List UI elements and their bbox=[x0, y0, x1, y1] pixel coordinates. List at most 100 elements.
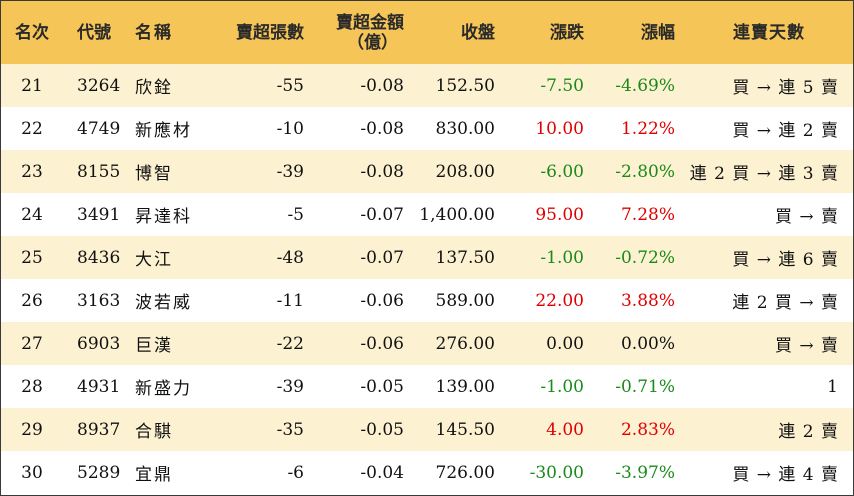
cell-change: 10.00 bbox=[505, 107, 594, 150]
cell-name: 新應材 bbox=[121, 107, 225, 150]
table-row[interactable]: 30 5289 宜鼎 -6 -0.04 726.00 -30.00 -3.97% 買 → 連 4… bbox=[1, 451, 853, 494]
cell-change: 22.00 bbox=[505, 279, 594, 322]
cell-rank: 28 bbox=[1, 365, 63, 408]
table-row[interactable]: 29 8937 合騏 -35 -0.05 145.50 4.00 2.83% 連 2 賣 bbox=[1, 408, 853, 451]
cell-name: 巨漢 bbox=[121, 322, 225, 365]
cell-code: 3264 bbox=[63, 64, 121, 107]
header-name[interactable]: 名稱 bbox=[121, 1, 225, 64]
cell-name: 欣銓 bbox=[121, 64, 225, 107]
cell-code: 5289 bbox=[63, 451, 121, 494]
header-row: 名次 代號 名稱 賣超張數 賣超金額 （億） 收盤 漲跌 漲幅 連賣天數 bbox=[1, 1, 853, 64]
cell-sell-amount: -0.04 bbox=[314, 451, 414, 494]
header-sell-amount[interactable]: 賣超金額 （億） bbox=[314, 1, 414, 64]
cell-close: 830.00 bbox=[414, 107, 505, 150]
cell-close: 152.50 bbox=[414, 64, 505, 107]
cell-close: 208.00 bbox=[414, 150, 505, 193]
cell-change-pct: 1.22% bbox=[594, 107, 685, 150]
header-code[interactable]: 代號 bbox=[63, 1, 121, 64]
cell-sell-lots: -55 bbox=[225, 64, 314, 107]
cell-change-pct: -4.69% bbox=[594, 64, 685, 107]
cell-sell-amount: -0.08 bbox=[314, 107, 414, 150]
cell-close: 726.00 bbox=[414, 451, 505, 494]
cell-rank: 29 bbox=[1, 408, 63, 451]
table-row[interactable]: 28 4931 新盛力 -39 -0.05 139.00 -1.00 -0.71% 1 bbox=[1, 365, 853, 408]
header-rank[interactable]: 名次 bbox=[1, 1, 63, 64]
cell-change: 0.00 bbox=[505, 322, 594, 365]
cell-name: 新盛力 bbox=[121, 365, 225, 408]
cell-sell-amount: -0.08 bbox=[314, 64, 414, 107]
cell-change-pct: -0.72% bbox=[594, 236, 685, 279]
cell-change: -1.00 bbox=[505, 365, 594, 408]
cell-rank: 26 bbox=[1, 279, 63, 322]
header-sell-amount-line2: （億） bbox=[347, 32, 398, 53]
header-sell-lots[interactable]: 賣超張數 bbox=[225, 1, 314, 64]
cell-close: 145.50 bbox=[414, 408, 505, 451]
cell-change: -6.00 bbox=[505, 150, 594, 193]
header-streak[interactable]: 連賣天數 bbox=[685, 1, 853, 64]
header-sell-amount-line1: 賣超金額 bbox=[336, 12, 404, 33]
cell-close: 276.00 bbox=[414, 322, 505, 365]
cell-streak: 買 → 連 2 賣 bbox=[685, 107, 853, 150]
cell-sell-lots: -39 bbox=[225, 365, 314, 408]
cell-code: 4931 bbox=[63, 365, 121, 408]
cell-sell-lots: -48 bbox=[225, 236, 314, 279]
table-body: 21 3264 欣銓 -55 -0.08 152.50 -7.50 -4.69% 買 → 連 5… bbox=[1, 64, 853, 494]
cell-close: 139.00 bbox=[414, 365, 505, 408]
cell-sell-amount: -0.08 bbox=[314, 150, 414, 193]
cell-close: 137.50 bbox=[414, 236, 505, 279]
cell-code: 6903 bbox=[63, 322, 121, 365]
cell-name: 宜鼎 bbox=[121, 451, 225, 494]
cell-sell-lots: -39 bbox=[225, 150, 314, 193]
cell-sell-amount: -0.05 bbox=[314, 365, 414, 408]
cell-streak: 買 → 賣 bbox=[685, 193, 853, 236]
cell-sell-lots: -22 bbox=[225, 322, 314, 365]
cell-sell-lots: -10 bbox=[225, 107, 314, 150]
cell-change-pct: 0.00% bbox=[594, 322, 685, 365]
cell-change-pct: -3.97% bbox=[594, 451, 685, 494]
cell-sell-lots: -6 bbox=[225, 451, 314, 494]
cell-sell-amount: -0.05 bbox=[314, 408, 414, 451]
cell-change: -30.00 bbox=[505, 451, 594, 494]
cell-streak: 1 bbox=[685, 365, 853, 408]
cell-sell-amount: -0.06 bbox=[314, 279, 414, 322]
cell-change-pct: 2.83% bbox=[594, 408, 685, 451]
table-header: 名次 代號 名稱 賣超張數 賣超金額 （億） 收盤 漲跌 漲幅 連賣天數 bbox=[1, 1, 853, 64]
header-change[interactable]: 漲跌 bbox=[505, 1, 594, 64]
cell-sell-amount: -0.07 bbox=[314, 236, 414, 279]
cell-streak: 連 2 賣 bbox=[685, 408, 853, 451]
header-change-pct[interactable]: 漲幅 bbox=[594, 1, 685, 64]
table-row[interactable]: 23 8155 博智 -39 -0.08 208.00 -6.00 -2.80% 連 2 買 →… bbox=[1, 150, 853, 193]
cell-change-pct: 3.88% bbox=[594, 279, 685, 322]
cell-change-pct: -2.80% bbox=[594, 150, 685, 193]
cell-sell-lots: -35 bbox=[225, 408, 314, 451]
table-row[interactable]: 26 3163 波若威 -11 -0.06 589.00 22.00 3.88% 連 2 買 →… bbox=[1, 279, 853, 322]
cell-streak: 買 → 連 5 賣 bbox=[685, 64, 853, 107]
table-row[interactable]: 25 8436 大江 -48 -0.07 137.50 -1.00 -0.72% 買 → 連 6… bbox=[1, 236, 853, 279]
table-row[interactable]: 22 4749 新應材 -10 -0.08 830.00 10.00 1.22% 買 → 連 2… bbox=[1, 107, 853, 150]
cell-change: 4.00 bbox=[505, 408, 594, 451]
cell-change-pct: -0.71% bbox=[594, 365, 685, 408]
cell-close: 1,400.00 bbox=[414, 193, 505, 236]
cell-rank: 24 bbox=[1, 193, 63, 236]
table-row[interactable]: 24 3491 昇達科 -5 -0.07 1,400.00 95.00 7.28% 買 → 賣 bbox=[1, 193, 853, 236]
table-row[interactable]: 27 6903 巨漢 -22 -0.06 276.00 0.00 0.00% 買 → 賣 bbox=[1, 322, 853, 365]
cell-code: 8436 bbox=[63, 236, 121, 279]
cell-change: -1.00 bbox=[505, 236, 594, 279]
cell-name: 波若威 bbox=[121, 279, 225, 322]
cell-code: 8155 bbox=[63, 150, 121, 193]
table-row[interactable]: 21 3264 欣銓 -55 -0.08 152.50 -7.50 -4.69% 買 → 連 5… bbox=[1, 64, 853, 107]
cell-rank: 25 bbox=[1, 236, 63, 279]
cell-rank: 27 bbox=[1, 322, 63, 365]
cell-rank: 23 bbox=[1, 150, 63, 193]
cell-rank: 22 bbox=[1, 107, 63, 150]
cell-change-pct: 7.28% bbox=[594, 193, 685, 236]
cell-streak: 連 2 買 → 賣 bbox=[685, 279, 853, 322]
cell-streak: 買 → 賣 bbox=[685, 322, 853, 365]
cell-sell-lots: -11 bbox=[225, 279, 314, 322]
cell-name: 博智 bbox=[121, 150, 225, 193]
cell-rank: 30 bbox=[1, 451, 63, 494]
header-close[interactable]: 收盤 bbox=[414, 1, 505, 64]
cell-change: 95.00 bbox=[505, 193, 594, 236]
